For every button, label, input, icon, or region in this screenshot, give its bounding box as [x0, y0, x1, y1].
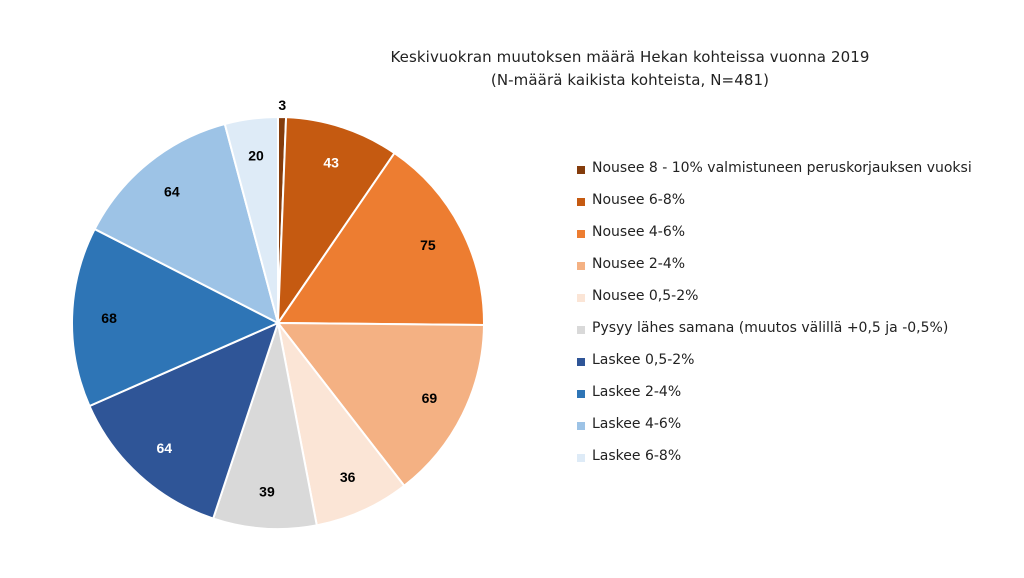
legend-label: Laskee 4-6%: [592, 416, 682, 432]
legend-label: Nousee 0,5-2%: [592, 288, 699, 304]
pie-slices: [71, 115, 486, 530]
legend-swatch: [577, 326, 585, 334]
pie-data-labels: 3 43 75 69 36 39 64 68 64 20: [101, 97, 437, 500]
legend-swatch: [577, 294, 585, 302]
legend-swatch: [577, 390, 585, 398]
legend-label: Laskee 6-8%: [592, 448, 682, 464]
pie-slice: [71, 227, 281, 408]
data-label: 68: [101, 310, 117, 326]
data-label: 43: [323, 155, 339, 171]
data-label: 69: [422, 390, 438, 406]
data-label: 36: [340, 469, 356, 485]
legend-swatch: [577, 262, 585, 270]
data-label: 3: [278, 97, 286, 113]
pie-slice: [277, 322, 406, 527]
legend-swatch: [577, 454, 585, 462]
data-label: 20: [248, 147, 264, 163]
pie-slice: [223, 115, 279, 324]
pie-slice: [211, 319, 318, 530]
legend-swatch: [577, 166, 585, 174]
legend-label: Nousee 8 - 10% valmistuneen peruskorjauk…: [592, 160, 972, 176]
data-label: 75: [420, 237, 436, 253]
legend-label: Pysyy lähes samana (muutos välillä +0,5 …: [592, 320, 949, 336]
legend-swatch: [577, 198, 585, 206]
legend-label: Nousee 2-4%: [592, 256, 686, 272]
pie-slice: [93, 122, 280, 325]
legend-label: Nousee 6-8%: [592, 192, 686, 208]
pie-slice: [88, 321, 280, 520]
legend-label: Nousee 4-6%: [592, 224, 686, 240]
chart-title: Keskivuokran muutoksen määrä Hekan kohte…: [390, 48, 870, 66]
data-label: 64: [164, 184, 180, 200]
chart-subtitle: (N-määrä kaikista kohteista, N=481): [490, 71, 770, 89]
legend-swatch: [577, 422, 585, 430]
legend-label: Laskee 0,5-2%: [592, 352, 695, 368]
legend-swatch: [577, 230, 585, 238]
pie-slice: [276, 151, 485, 327]
legend-swatch: [577, 358, 585, 366]
legend-label: Laskee 2-4%: [592, 384, 682, 400]
pie-slice: [276, 116, 396, 327]
data-label: 64: [157, 440, 173, 456]
data-label: 39: [259, 484, 275, 500]
pie-slice: [275, 321, 486, 488]
